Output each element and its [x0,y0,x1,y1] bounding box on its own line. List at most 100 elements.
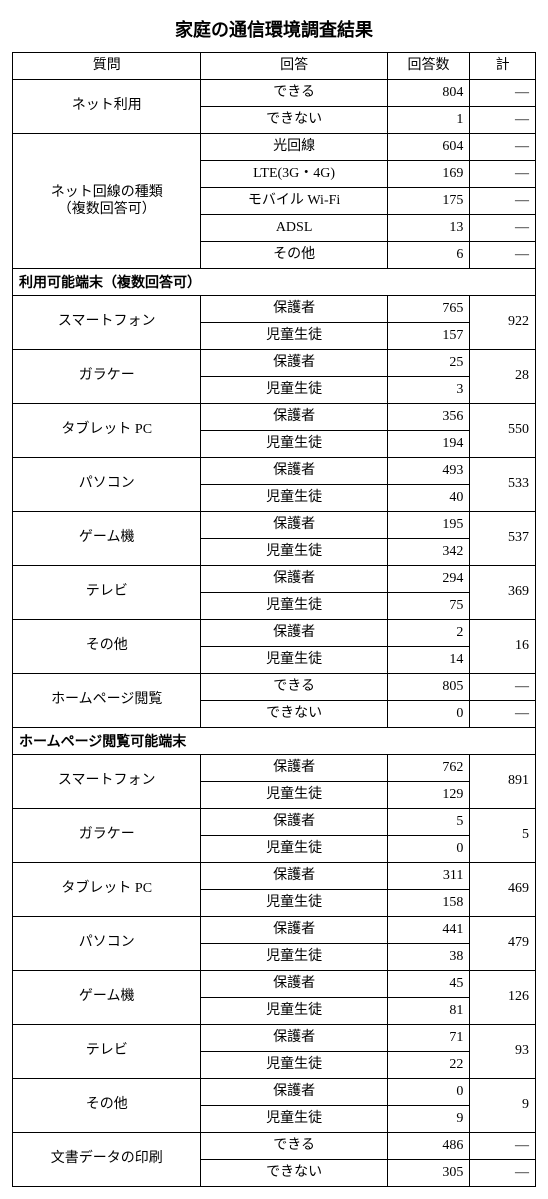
cell-total: ― [470,1133,536,1160]
table-row: ガラケー 保護者 5 5 [13,809,536,836]
cell-answer: 児童生徒 [201,1106,387,1133]
section-row: 利用可能端末（複数回答可） [13,269,536,296]
cell-answer: 児童生徒 [201,485,387,512]
section-devices: 利用可能端末（複数回答可） [13,269,536,296]
cell-answer: 保護者 [201,512,387,539]
section-row: ホームページ閲覧可能端末 [13,728,536,755]
cell-total: ― [470,701,536,728]
cell-total: ― [470,215,536,242]
cell-answer: 児童生徒 [201,323,387,350]
question-hp-view: ホームページ閲覧 [13,674,201,728]
question-hpdevice: テレビ [13,1025,201,1079]
cell-answer: できない [201,107,387,134]
cell-count: 158 [387,890,470,917]
cell-answer: ADSL [201,215,387,242]
cell-answer: モバイル Wi-Fi [201,188,387,215]
cell-count: 305 [387,1160,470,1187]
cell-total: 5 [470,809,536,863]
cell-count: 0 [387,836,470,863]
cell-count: 0 [387,701,470,728]
question-device: タブレット PC [13,404,201,458]
cell-answer: 光回線 [201,134,387,161]
table-row: ネット回線の種類 （複数回答可） 光回線 604 ― [13,134,536,161]
table-row: 文書データの印刷 できる 486 ― [13,1133,536,1160]
cell-count: 604 [387,134,470,161]
cell-count: 5 [387,809,470,836]
cell-answer: 保護者 [201,809,387,836]
question-net-use: ネット利用 [13,80,201,134]
cell-count: 129 [387,782,470,809]
table-row: タブレット PC 保護者 311 469 [13,863,536,890]
table-row: ゲーム機 保護者 195 537 [13,512,536,539]
cell-count: 3 [387,377,470,404]
cell-count: 805 [387,674,470,701]
cell-answer: できる [201,80,387,107]
cell-total: 891 [470,755,536,809]
cell-total: 9 [470,1079,536,1133]
cell-answer: できる [201,674,387,701]
table-row: ネット利用 できる 804 ― [13,80,536,107]
table-row: パソコン 保護者 493 533 [13,458,536,485]
cell-count: 45 [387,971,470,998]
header-answer: 回答 [201,53,387,80]
cell-count: 71 [387,1025,470,1052]
table-row: スマートフォン 保護者 765 922 [13,296,536,323]
cell-total: 550 [470,404,536,458]
cell-answer: 保護者 [201,1025,387,1052]
question-device: その他 [13,620,201,674]
cell-total: 126 [470,971,536,1025]
cell-total: ― [470,1160,536,1187]
header-total: 計 [470,53,536,80]
cell-answer: その他 [201,242,387,269]
cell-total: 469 [470,863,536,917]
cell-answer: 児童生徒 [201,836,387,863]
cell-answer: 保護者 [201,1079,387,1106]
cell-answer: 保護者 [201,458,387,485]
cell-total: ― [470,161,536,188]
cell-answer: できない [201,701,387,728]
cell-count: 14 [387,647,470,674]
header-count: 回答数 [387,53,470,80]
cell-answer: 保護者 [201,404,387,431]
cell-count: 195 [387,512,470,539]
cell-total: 922 [470,296,536,350]
cell-total: 28 [470,350,536,404]
cell-count: 311 [387,863,470,890]
cell-answer: できない [201,1160,387,1187]
cell-answer: 保護者 [201,755,387,782]
cell-count: 194 [387,431,470,458]
cell-count: 22 [387,1052,470,1079]
cell-count: 493 [387,458,470,485]
question-line-type: ネット回線の種類 （複数回答可） [13,134,201,269]
cell-answer: できる [201,1133,387,1160]
cell-total: ― [470,134,536,161]
cell-count: 762 [387,755,470,782]
cell-count: 294 [387,566,470,593]
cell-total: 93 [470,1025,536,1079]
line-type-label1: ネット回線の種類 [51,185,163,200]
cell-answer: 保護者 [201,620,387,647]
table-row: ホームページ閲覧 できる 805 ― [13,674,536,701]
cell-count: 81 [387,998,470,1025]
cell-total: ― [470,242,536,269]
table-row: スマートフォン 保護者 762 891 [13,755,536,782]
cell-count: 1 [387,107,470,134]
cell-answer: 児童生徒 [201,647,387,674]
table-header-row: 質問 回答 回答数 計 [13,53,536,80]
cell-answer: 児童生徒 [201,593,387,620]
cell-count: 25 [387,350,470,377]
cell-count: 175 [387,188,470,215]
cell-count: 9 [387,1106,470,1133]
cell-count: 2 [387,620,470,647]
question-hpdevice: タブレット PC [13,863,201,917]
cell-total: ― [470,107,536,134]
table-row: ゲーム機 保護者 45 126 [13,971,536,998]
cell-answer: 児童生徒 [201,890,387,917]
question-device: テレビ [13,566,201,620]
cell-total: ― [470,188,536,215]
question-device: ゲーム機 [13,512,201,566]
cell-total: ― [470,674,536,701]
cell-count: 486 [387,1133,470,1160]
cell-total: 479 [470,917,536,971]
survey-table: 質問 回答 回答数 計 ネット利用 できる 804 ― できない 1 ― ネット… [12,52,536,1187]
